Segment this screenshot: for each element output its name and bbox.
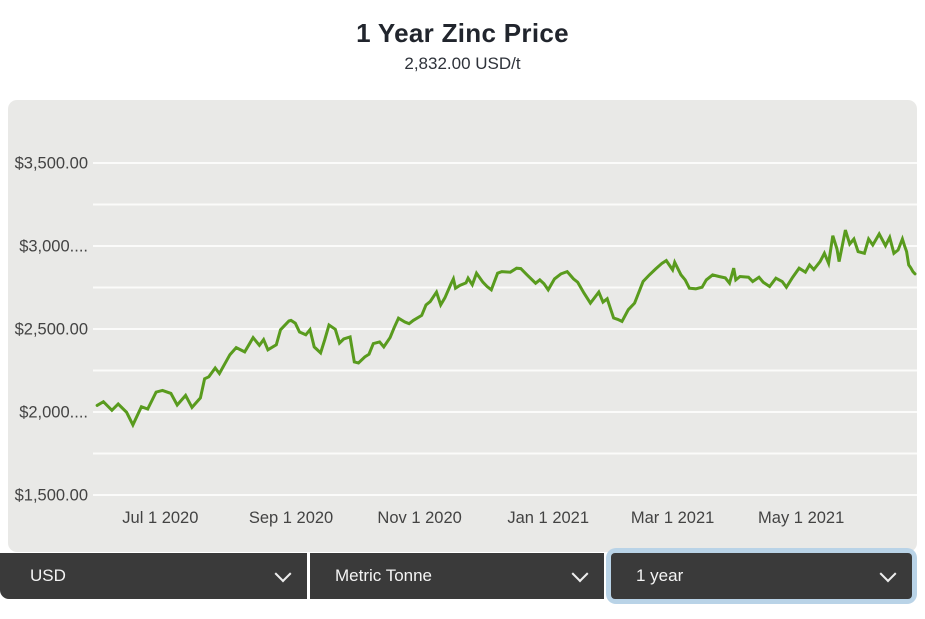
current-price-subtitle: 2,832.00 USD/t [404,54,521,73]
range-select-focus-ring: 1 year [606,548,917,604]
y-axis-label: $1,500.00 [15,487,88,505]
y-axis-label: $2,000.... [19,404,88,422]
currency-select[interactable]: USD [0,553,307,599]
x-axis-label: Mar 1 2021 [631,509,714,527]
x-axis-label: Jan 1 2021 [507,509,589,527]
range-select-value: 1 year [636,566,684,585]
price-line [95,229,917,429]
x-axis-label: Jul 1 2020 [122,509,198,527]
x-axis-label: Sep 1 2020 [249,509,333,527]
x-axis-label: May 1 2021 [758,509,844,527]
chevron-down-icon [879,565,897,583]
page-title: 1 Year Zinc Price [356,18,569,48]
y-axis-label: $3,500.00 [15,155,88,173]
y-axis-label: $3,000.... [19,238,88,256]
chevron-down-icon [274,565,292,583]
y-axis-label: $2,500.00 [15,321,88,339]
currency-select-value: USD [30,566,66,585]
chart-controls: USD Metric Tonne 1 year [0,548,925,608]
price-chart-svg: $3,500.00 $3,000.... $2,500.00 $2,000.... $1… [15,155,917,527]
x-axis-label: Nov 1 2020 [377,509,461,527]
price-chart: $3,500.00 $3,000.... $2,500.00 $2,000.... $1… [8,100,917,552]
unit-select[interactable]: Metric Tonne [310,553,604,599]
chevron-down-icon [571,565,589,583]
range-select[interactable]: 1 year [611,553,912,599]
unit-select-value: Metric Tonne [335,566,433,585]
